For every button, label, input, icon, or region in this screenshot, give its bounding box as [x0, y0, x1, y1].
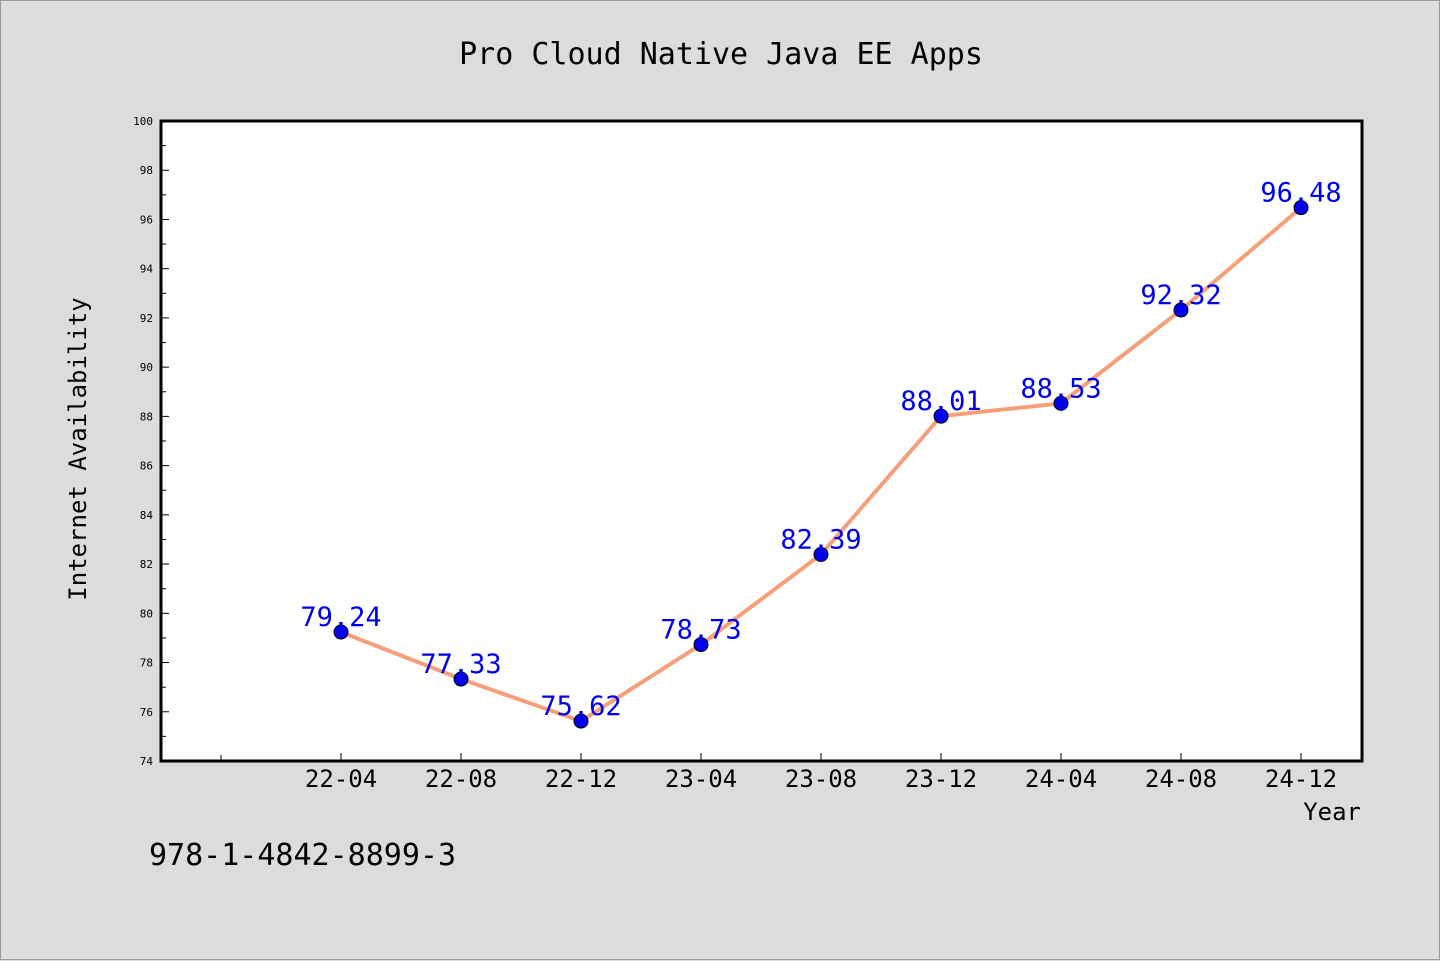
data-point [693, 637, 709, 653]
y-tick-label: 74 [140, 755, 154, 768]
data-point [333, 624, 349, 640]
data-point [813, 546, 829, 562]
y-tick-label: 90 [140, 361, 153, 374]
y-tick-label: 92 [140, 312, 153, 325]
data-label: 88.01 [900, 386, 981, 417]
y-tick-label: 84 [140, 509, 154, 522]
x-tick-label: 23-04 [665, 765, 737, 793]
y-tick-label: 88 [140, 410, 153, 423]
x-tick-label: 22-08 [425, 765, 497, 793]
x-tick-label: 22-12 [545, 765, 617, 793]
series-markers [333, 200, 1309, 729]
x-tick-label: 24-08 [1145, 765, 1217, 793]
data-label: 77.33 [420, 649, 501, 680]
data-point [1293, 200, 1309, 216]
plot-area [159, 119, 1364, 763]
x-axis: 22-04 22-08 22-12 23-04 23-08 23-12 24-04 24-08… [220, 753, 1337, 793]
data-label: 78.73 [660, 615, 741, 646]
chart-title: Pro Cloud Native Java EE Apps [459, 37, 983, 72]
y-tick-label: 80 [140, 607, 153, 620]
data-label: 79.24 [300, 602, 381, 633]
y-tick-label: 78 [140, 657, 153, 670]
x-tick-label: 23-12 [905, 765, 977, 793]
y-tick-label: 96 [140, 213, 153, 226]
data-label: 88.53 [1020, 373, 1101, 404]
data-point [1173, 302, 1189, 318]
isbn-annotation: 978-1-4842-8899-3 [149, 838, 456, 873]
x-tick-label: 23-08 [785, 765, 857, 793]
x-tick-label: 24-12 [1265, 765, 1337, 793]
y-tick-label: 100 [133, 115, 153, 128]
x-tick-label: 24-04 [1025, 765, 1097, 793]
y-tick-label: 76 [140, 706, 153, 719]
data-label: 96.48 [1260, 178, 1341, 209]
data-label: 75.62 [540, 691, 621, 722]
y-tick-label: 94 [140, 263, 154, 276]
data-point [1053, 395, 1069, 411]
y-axis: 74 76 78 80 82 84 86 88 90 92 94 96 98 100 [133, 115, 169, 768]
data-labels: 79.24 77.33 75.62 78.73 82.39 88.01 88.53 92.32… [300, 178, 1341, 722]
data-label: 82.39 [780, 524, 861, 555]
data-label: 92.32 [1140, 280, 1221, 311]
y-tick-label: 82 [140, 558, 153, 571]
y-tick-label: 98 [140, 164, 153, 177]
data-point [453, 671, 469, 687]
x-tick-label: 22-04 [305, 765, 377, 793]
y-axis-label: Internet Availability [64, 297, 92, 600]
data-point [573, 713, 589, 729]
data-point [933, 408, 949, 424]
y-tick-label: 86 [140, 460, 153, 473]
x-axis-label: Year [1303, 798, 1361, 826]
